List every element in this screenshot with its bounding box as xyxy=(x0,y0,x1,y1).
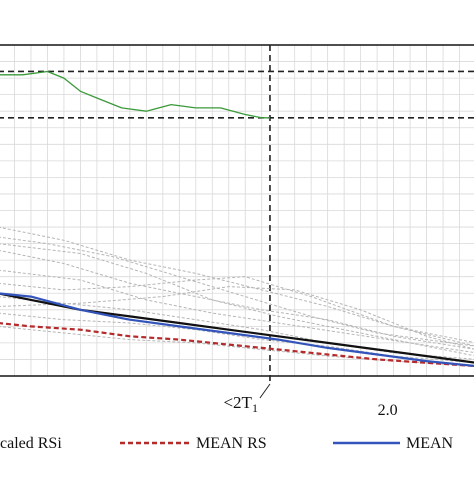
scaled-rsi-series-line xyxy=(0,276,474,347)
scaled-rsi-series-line xyxy=(0,269,474,354)
scaled-rsi-series-line xyxy=(0,296,474,360)
scaled-rsi-series-line xyxy=(0,226,474,344)
annotation-layer: <2T1 xyxy=(223,383,271,415)
legend-label: caled RSi xyxy=(0,435,62,452)
x-tick-label: 2.0 xyxy=(378,402,398,419)
scaled-rsi-series-line xyxy=(0,236,474,347)
scaled-rsi-series-line xyxy=(0,286,474,350)
plot-frame xyxy=(0,44,474,377)
scaled-rsi-series-line xyxy=(0,243,474,357)
series-layer xyxy=(0,70,474,368)
mean-series-line xyxy=(0,292,474,368)
tick-label-layer: 2.0 xyxy=(378,402,398,419)
annotation-leader-line xyxy=(259,383,271,399)
annotation-label: <2T1 xyxy=(223,393,257,415)
legend-layer: caled RSi MEAN RS MEAN xyxy=(0,435,454,452)
scaled-rsi-series-line xyxy=(0,250,474,350)
legend-label: MEAN RS xyxy=(196,435,267,452)
mean-rs-series-line xyxy=(0,322,474,368)
legend-label: MEAN xyxy=(406,435,454,452)
ratio-series-line xyxy=(0,70,270,119)
reference-line-layer xyxy=(0,45,474,384)
